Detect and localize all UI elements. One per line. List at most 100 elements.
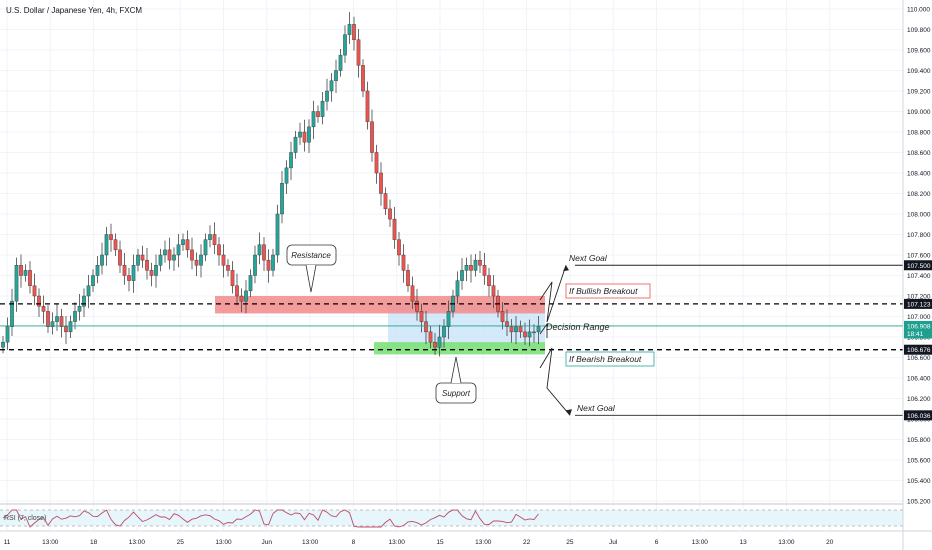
chart-title: U.S. Dollar / Japanese Yen, 4h, FXCM bbox=[6, 6, 143, 15]
candle-body bbox=[14, 265, 19, 302]
bullish-breakout-label: If Bullish Breakout bbox=[569, 286, 638, 296]
time-axis[interactable]: 11 13:00 18 13:00 25 13:00 Jun 13:00 8 13:00 15 13:… bbox=[0, 530, 932, 546]
candle-body bbox=[442, 326, 446, 338]
time-tick-label: 22 bbox=[523, 539, 531, 546]
price-tick-label: 108.600 bbox=[907, 150, 931, 157]
time-tick-label: 25 bbox=[177, 539, 185, 546]
price-flag-label: 106.908 bbox=[907, 323, 931, 330]
candle-body bbox=[127, 275, 131, 281]
candle-body bbox=[217, 244, 221, 256]
price-tick-label: 107.400 bbox=[907, 273, 931, 280]
arrow-head bbox=[566, 409, 572, 416]
price-axis[interactable]: 110.000 109.800 109.600 109.400 109.200 109.0… bbox=[902, 0, 931, 550]
price-tick-label: 105.200 bbox=[907, 499, 931, 506]
time-tick-label: 6 bbox=[655, 539, 659, 546]
candle-body bbox=[95, 265, 100, 276]
price-tick-label: 106.400 bbox=[907, 376, 931, 383]
candle-body bbox=[145, 259, 149, 271]
next-goal-up-label: Next Goal bbox=[569, 253, 608, 263]
candle-body bbox=[235, 285, 239, 297]
price-flag bbox=[904, 298, 932, 309]
candle-body bbox=[253, 254, 257, 276]
candle-body bbox=[100, 254, 104, 266]
next-goal-down-label: Next Goal bbox=[577, 403, 616, 413]
candle-body bbox=[365, 90, 370, 122]
candle-body bbox=[532, 331, 536, 334]
candle-body bbox=[266, 259, 271, 271]
candle-body bbox=[221, 254, 226, 266]
candle-body bbox=[370, 121, 374, 153]
candle-body bbox=[1, 341, 5, 348]
candle-body bbox=[248, 275, 253, 292]
candle-body bbox=[388, 208, 392, 220]
candle-body bbox=[374, 152, 379, 174]
price-tick-label: 110.000 bbox=[907, 7, 930, 14]
decision-arrow bbox=[539, 322, 548, 338]
price-tick-label: 109.200 bbox=[907, 89, 931, 96]
candle-body bbox=[415, 300, 419, 312]
candle-body bbox=[19, 265, 23, 276]
price-flag-label: 106.676 bbox=[907, 347, 931, 354]
candle-body bbox=[289, 152, 293, 169]
candle-body bbox=[514, 326, 518, 333]
candle-body bbox=[149, 270, 154, 276]
candle-body bbox=[473, 259, 478, 271]
candle-body bbox=[428, 331, 433, 343]
candle-body bbox=[307, 126, 311, 143]
time-tick-label: 8 bbox=[352, 539, 356, 546]
support-label: Support bbox=[442, 389, 471, 398]
candle-body bbox=[158, 254, 163, 266]
candle-body bbox=[23, 270, 28, 276]
candle-body bbox=[104, 234, 109, 256]
candle-body bbox=[50, 321, 55, 327]
candle-body bbox=[338, 54, 343, 71]
price-tick-label: 109.000 bbox=[907, 109, 931, 116]
time-tick-label: 13:00 bbox=[778, 539, 795, 546]
candle-body bbox=[59, 316, 64, 327]
time-tick-label: 13:00 bbox=[302, 539, 319, 546]
price-tick-label: 108.400 bbox=[907, 171, 931, 178]
callout-pointer bbox=[305, 264, 317, 293]
candle-body bbox=[154, 265, 158, 276]
candle-body bbox=[518, 326, 523, 333]
candle-body bbox=[311, 111, 316, 128]
bearish-box bbox=[565, 351, 655, 367]
candle-body bbox=[325, 90, 329, 102]
candle-body bbox=[73, 311, 77, 322]
candle-body bbox=[5, 326, 10, 343]
candle-body bbox=[41, 306, 46, 312]
candle-body bbox=[208, 234, 212, 240]
candle-body bbox=[275, 213, 280, 256]
candle-body bbox=[352, 24, 356, 40]
price-tick-label: 107.600 bbox=[907, 253, 931, 260]
time-tick-label: 13:00 bbox=[215, 539, 232, 546]
rsi-band bbox=[0, 510, 903, 526]
price-flag bbox=[904, 260, 932, 271]
price-tick-label: 107.200 bbox=[907, 294, 931, 301]
candle-body bbox=[163, 249, 167, 256]
price-tick-label: 105.600 bbox=[907, 458, 931, 465]
candle-body bbox=[280, 183, 284, 215]
bullish-path-arrow bbox=[539, 265, 567, 323]
candle-body bbox=[482, 265, 487, 276]
resistance-label: Resistance bbox=[291, 251, 331, 260]
price-flag bbox=[904, 410, 932, 421]
time-tick-label: 20 bbox=[826, 539, 834, 546]
price-flag-label: 18:41 bbox=[907, 331, 924, 338]
candle-body bbox=[226, 265, 230, 271]
time-tick-label: 11 bbox=[4, 539, 11, 546]
time-tick-label: 13 bbox=[739, 539, 747, 546]
candle-body bbox=[122, 265, 127, 276]
candle-body bbox=[37, 295, 41, 307]
candle-body bbox=[410, 285, 415, 302]
rsi-pane: RSI (7, close) bbox=[0, 503, 903, 528]
candle-body bbox=[136, 254, 140, 266]
candle-body bbox=[509, 326, 514, 333]
candle-body bbox=[167, 249, 172, 261]
candle-body bbox=[293, 136, 298, 153]
candle-body bbox=[455, 280, 460, 297]
time-tick-label: 13:00 bbox=[389, 539, 406, 546]
bearish-breakout-label: If Bearish Breakout bbox=[569, 354, 642, 364]
